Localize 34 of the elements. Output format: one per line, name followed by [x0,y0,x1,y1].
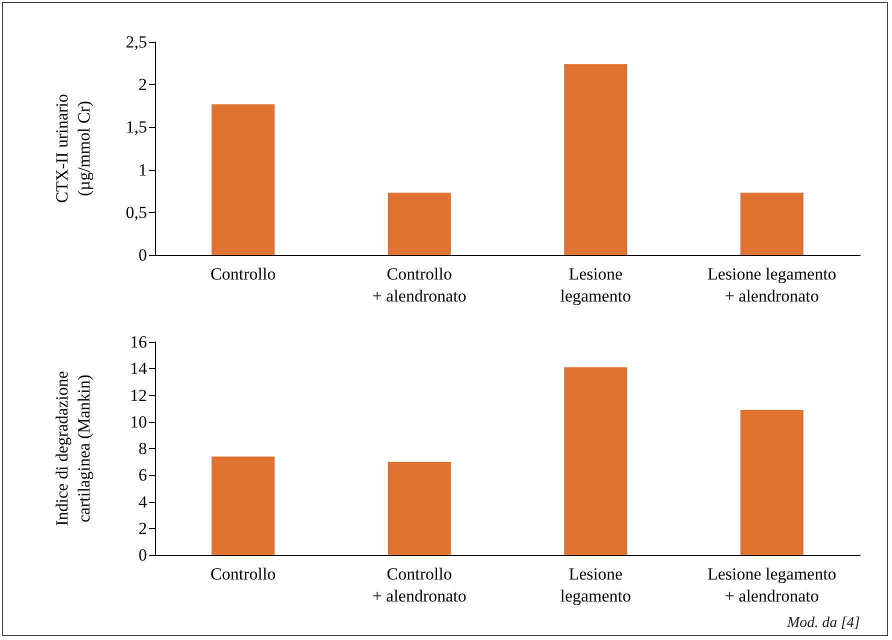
y-tick-label: 14 [130,359,148,378]
y-tick-label: 2 [138,518,147,538]
text: Mod. da [4] [787,615,860,632]
y-tick-label: 2 [138,75,147,94]
y-tick-label: 0 [138,246,147,264]
bar [212,456,275,555]
x-tick-label: Controllo + alendronato [372,564,466,606]
y-tick-label: 2,5 [126,32,147,52]
x-tick-label: Lesione legamento [560,264,632,306]
bar [564,64,628,255]
x-tick-label: Controllo [210,264,276,284]
bar [388,192,451,255]
bar [564,367,628,555]
y-tick-label: 16 [130,332,147,352]
y-axis-title: Indice di degradazione cartilaginea (Mankin) [52,371,94,526]
y-tick-label: 6 [138,466,147,485]
bar [388,462,451,555]
x-tick-label: Lesione legamento + alendronato [707,564,836,606]
x-tick-label: Lesione legamento [560,564,632,606]
y-axis-title: CTX-II urinario (µg/mmol Cr) [52,94,94,204]
y-tick-label: 8 [138,439,147,458]
y-tick-label: 12 [130,386,147,405]
y-tick-label: 1 [138,160,147,180]
y-tick-label: 0,5 [126,202,147,222]
y-tick-label: 4 [138,492,148,512]
x-tick-label: Lesione legamento + alendronato [707,264,836,306]
bar [740,410,804,555]
bar [740,192,804,255]
x-tick-label: Controllo + alendronato [372,264,466,306]
y-tick-label: 10 [130,412,147,432]
x-tick-label: Controllo [210,564,276,584]
bar [212,104,275,255]
y-tick-label: 1,5 [126,118,147,137]
y-tick-label: 0 [138,546,147,564]
